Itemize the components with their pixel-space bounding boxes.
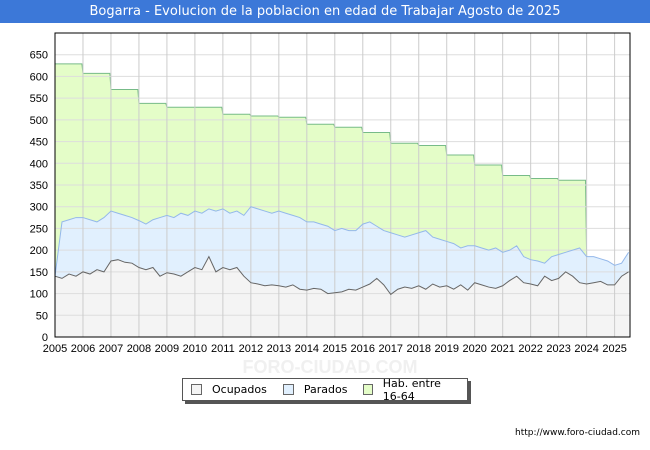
x-tick-label: 2013 — [267, 343, 291, 355]
legend-swatch — [191, 384, 202, 395]
x-tick-label: 2006 — [71, 343, 95, 355]
legend-item-ocupados: Ocupados — [191, 383, 267, 396]
y-tick-label: 650 — [30, 50, 48, 62]
x-tick-label: 2010 — [183, 343, 207, 355]
x-tick-label: 2025 — [602, 343, 626, 355]
y-tick-label: 350 — [30, 180, 48, 192]
y-tick-label: 300 — [30, 202, 48, 214]
x-tick-label: 2008 — [127, 343, 151, 355]
y-tick-label: 600 — [30, 71, 48, 83]
plot-border — [54, 32, 631, 338]
x-tick-label: 2020 — [462, 343, 486, 355]
watermark: FORO-CIUDAD.COM — [243, 357, 418, 377]
x-tick-label: 2023 — [546, 343, 570, 355]
x-tick-label: 2014 — [295, 343, 319, 355]
y-tick-label: 100 — [30, 289, 48, 301]
legend-label: Parados — [303, 383, 348, 396]
y-tick-label: 250 — [30, 223, 48, 235]
y-tick-label: 550 — [30, 93, 48, 105]
x-tick-label: 2024 — [574, 343, 598, 355]
chart-title: Bogarra - Evolucion de la poblacion en e… — [0, 0, 650, 23]
x-tick-label: 2007 — [99, 343, 123, 355]
ocupados-area — [55, 256, 629, 337]
y-tick-label: 400 — [30, 158, 48, 170]
x-tick-label: 2012 — [239, 343, 263, 355]
legend-label: Ocupados — [212, 383, 267, 396]
x-tick-label: 2019 — [434, 343, 458, 355]
x-tick-label: 2016 — [351, 343, 375, 355]
x-tick-label: 2009 — [155, 343, 179, 355]
legend-swatch — [363, 384, 373, 395]
x-tick-label: 2011 — [211, 343, 235, 355]
legend-item-parados: Parados — [282, 383, 348, 396]
x-tick-label: 2021 — [490, 343, 514, 355]
x-tick-label: 2018 — [407, 343, 431, 355]
y-tick-label: 150 — [30, 267, 48, 279]
legend: Ocupados Parados Hab. entre 16-64 — [182, 377, 468, 403]
x-tick-label: 2022 — [518, 343, 542, 355]
legend-item-hab: Hab. entre 16-64 — [363, 377, 459, 403]
x-tick-label: 2005 — [43, 343, 67, 355]
y-tick-label: 0 — [42, 332, 48, 344]
footer-url[interactable]: http://www.foro-ciudad.com — [515, 428, 640, 438]
y-tick-label: 200 — [30, 245, 48, 257]
x-tick-label: 2017 — [379, 343, 403, 355]
legend-label: Hab. entre 16-64 — [382, 376, 441, 403]
y-tick-label: 500 — [30, 115, 48, 127]
y-tick-label: 50 — [36, 310, 48, 322]
y-tick-label: 450 — [30, 137, 48, 149]
x-tick-label: 2015 — [323, 343, 347, 355]
legend-swatch — [282, 384, 294, 395]
